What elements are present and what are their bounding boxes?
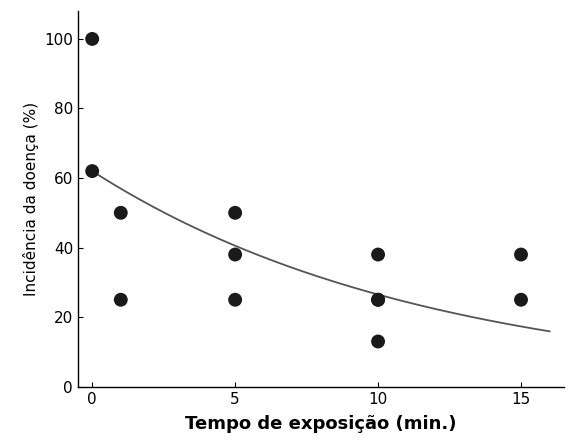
Y-axis label: Incidência da doença (%): Incidência da doença (%)	[22, 102, 39, 296]
Point	[231, 251, 240, 258]
Point	[87, 167, 97, 174]
Point	[516, 251, 526, 258]
Point	[87, 36, 97, 43]
Point	[516, 296, 526, 303]
Point	[374, 296, 383, 303]
Point	[374, 296, 383, 303]
Point	[374, 338, 383, 345]
Point	[116, 296, 125, 303]
Point	[116, 209, 125, 216]
X-axis label: Tempo de exposição (min.): Tempo de exposição (min.)	[185, 415, 457, 433]
Point	[231, 209, 240, 216]
Point	[231, 296, 240, 303]
Point	[374, 251, 383, 258]
